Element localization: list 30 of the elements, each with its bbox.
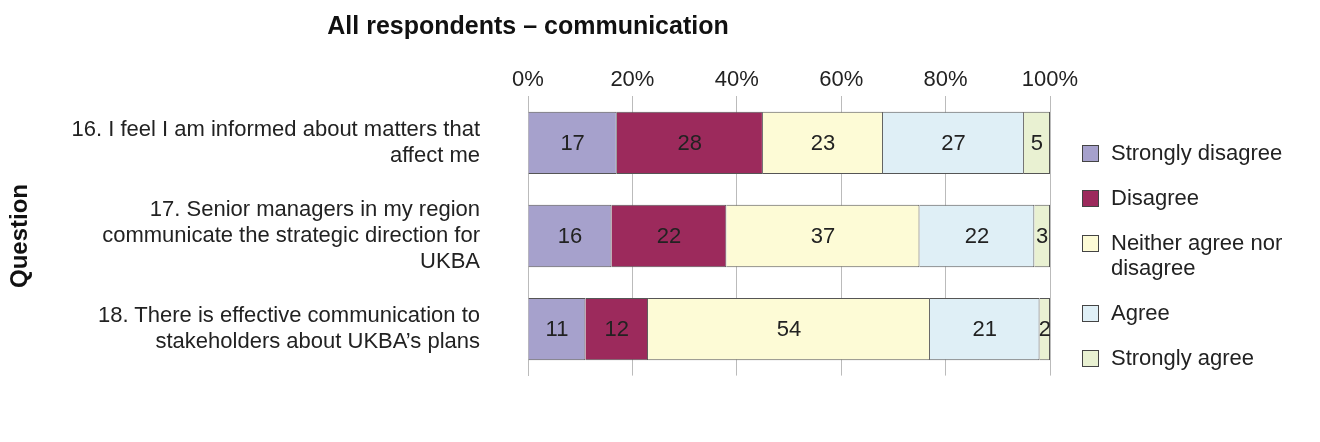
legend-label: Agree — [1111, 300, 1170, 325]
legend-label: Strongly agree — [1111, 345, 1255, 370]
y-axis-title: Question — [5, 183, 33, 289]
data-label: 23 — [810, 130, 836, 155]
x-tick-label: 40% — [714, 66, 759, 92]
data-label: 21 — [972, 316, 997, 342]
data-label: 22 — [964, 223, 990, 249]
y-tick-label: 18. There is effective communication to stakeholders about UKBA’s plans — [98, 301, 480, 354]
data-label: 54 — [776, 316, 802, 342]
data-label: 5 — [1030, 130, 1044, 155]
data-label: 22 — [656, 223, 682, 249]
legend-label: Neither agree nor disagree — [1111, 230, 1284, 280]
y-tick-label: 16. I feel I am informed about matters that affect me — [71, 115, 480, 168]
chart-title: All respondents – communication — [327, 10, 729, 39]
data-label: 37 — [810, 223, 836, 249]
data-label: 12 — [604, 316, 629, 342]
x-tick-label: 0% — [512, 66, 544, 92]
data-label: 11 — [545, 316, 569, 342]
x-tick-label: 80% — [923, 66, 968, 92]
data-label: 3 — [1036, 223, 1049, 249]
legend-label: Strongly disagree — [1111, 140, 1283, 165]
x-tick-label: 20% — [610, 66, 655, 92]
legend-label: Disagree — [1111, 185, 1200, 210]
data-label: 17 — [560, 130, 585, 155]
data-label: 28 — [677, 130, 703, 155]
y-tick-label: 17. Senior managers in my region communicate the strategic direction for UKBA — [102, 195, 481, 274]
data-label: 16 — [557, 223, 583, 249]
data-label: 27 — [941, 130, 966, 155]
x-tick-label: 60% — [819, 66, 864, 92]
x-tick-label: 100% — [1021, 66, 1079, 92]
